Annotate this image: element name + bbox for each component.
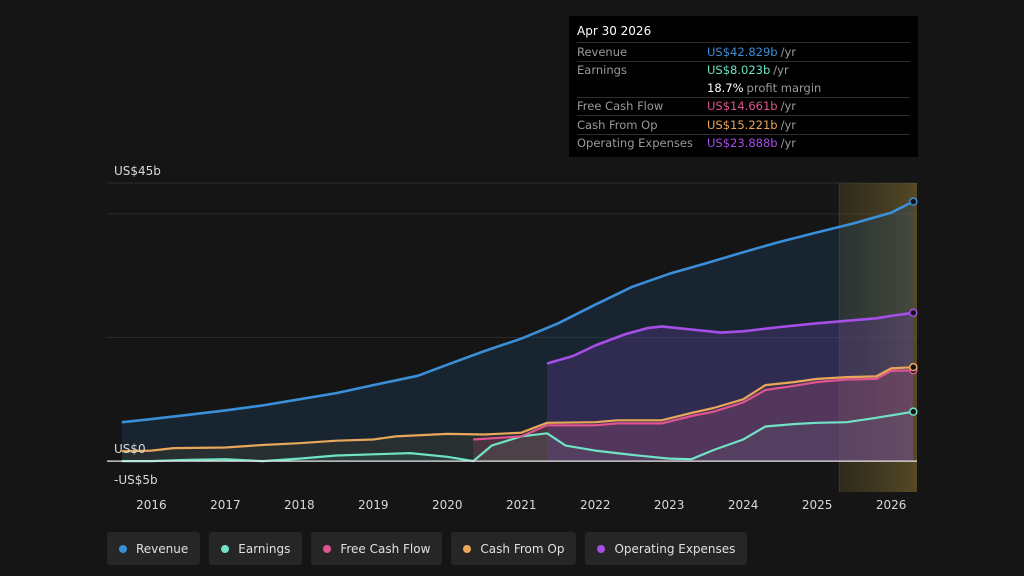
legend-item-free-cash-flow[interactable]: Free Cash Flow: [311, 532, 443, 565]
legend: Revenue Earnings Free Cash Flow Cash From O…: [107, 532, 748, 565]
tooltip-label: Cash From Op: [577, 117, 658, 132]
tooltip-row: Operating Expenses US$23.888b/yr: [577, 133, 910, 153]
endpoint-earnings: [909, 407, 918, 416]
y-label-zero: US$0: [114, 442, 146, 456]
tooltip-unit: /yr: [780, 44, 796, 59]
tooltip-date: Apr 30 2026: [577, 24, 652, 38]
line-operating-expenses: [546, 311, 914, 365]
legend-label: Operating Expenses: [614, 541, 736, 556]
forecast-region: [839, 183, 917, 492]
tooltip-value: US$14.661b: [707, 99, 778, 114]
x-tick-label: 2023: [654, 498, 685, 512]
area-earnings: [121, 411, 914, 462]
y-label-bottom: -US$5b: [114, 473, 158, 487]
tooltip-label: Earnings: [577, 63, 627, 78]
line-revenue: [121, 200, 914, 424]
line-cash-from-op: [121, 366, 914, 453]
tooltip-value: US$42.829b: [707, 44, 778, 59]
tooltip-value: US$15.221b: [707, 117, 778, 132]
x-tick-label: 2017: [210, 498, 241, 512]
tooltip-unit: profit margin: [746, 80, 822, 95]
endpoint-operating-expenses: [909, 308, 918, 318]
legend-label: Earnings: [238, 541, 291, 556]
tooltip-unit: /yr: [780, 99, 796, 114]
tooltip-value: US$23.888b: [707, 136, 778, 151]
x-tick-label: 2016: [136, 498, 167, 512]
tooltip-value: 18.7%: [707, 80, 744, 95]
legend-item-revenue[interactable]: Revenue: [107, 532, 201, 565]
x-tick-label: 2018: [284, 498, 315, 512]
x-tick-label: 2021: [506, 498, 537, 512]
legend-label: Cash From Op: [480, 541, 565, 556]
tooltip-label: Operating Expenses: [577, 136, 693, 151]
endpoint-revenue: [909, 197, 918, 206]
x-tick-label: 2020: [432, 498, 463, 512]
tooltip-row: Earnings US$8.023b/yr: [577, 60, 910, 80]
x-tick-label: 2026: [876, 498, 907, 512]
endpoint-cash-from-op: [909, 362, 918, 372]
line-free-cash-flow: [473, 369, 914, 441]
legend-dot-icon: [323, 544, 332, 553]
tooltip-label: Revenue: [577, 44, 628, 59]
line-earnings: [121, 410, 914, 463]
legend-dot-icon: [119, 544, 127, 553]
tooltip-unit: /yr: [780, 136, 796, 151]
y-label-top: US$45b: [114, 164, 161, 178]
area-cash-from-op: [121, 367, 914, 462]
legend-label: Free Cash Flow: [340, 541, 431, 556]
tooltip-row: Free Cash Flow US$14.661b/yr: [577, 96, 910, 116]
x-tick-label: 2025: [802, 498, 833, 512]
tooltip-unit: /yr: [773, 63, 789, 78]
tooltip-row: 18.7% profit margin: [577, 79, 910, 97]
x-tick-label: 2024: [728, 498, 759, 512]
tooltip-label: Free Cash Flow: [577, 99, 664, 114]
legend-dot-icon: [463, 544, 472, 553]
legend-item-operating-expenses[interactable]: Operating Expenses: [585, 532, 748, 565]
legend-dot-icon: [597, 544, 606, 553]
tooltip-unit: /yr: [780, 117, 796, 132]
tooltip-value: US$8.023b: [707, 63, 771, 78]
legend-item-earnings[interactable]: Earnings: [209, 532, 303, 565]
legend-dot-icon: [221, 544, 230, 553]
x-tick-label: 2019: [358, 498, 389, 512]
legend-label: Revenue: [136, 541, 189, 556]
x-tick-label: 2022: [580, 498, 611, 512]
tooltip-panel: Apr 30 2026 Revenue US$42.829b/yr Earnings…: [569, 16, 918, 157]
tooltip-row: Cash From Op US$15.221b/yr: [577, 115, 910, 134]
tooltip-row: Revenue US$42.829b/yr: [577, 42, 910, 61]
legend-item-cash-from-op[interactable]: Cash From Op: [451, 532, 577, 565]
